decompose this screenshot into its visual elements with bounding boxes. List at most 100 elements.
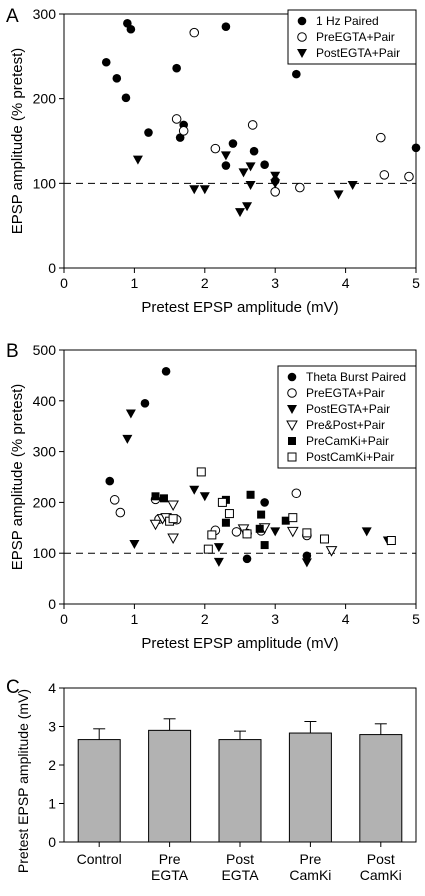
panel-b-point-series-5 <box>159 494 168 503</box>
panel-b: B 0 1 2 3 4 5 0 100 200 300 400 500 Theta Burst Pair… <box>6 341 420 652</box>
panel-b-y-tick-label: 500 <box>33 342 57 358</box>
panel-b-y-axis-label: EPSP amplitude (% pretest) <box>9 384 26 570</box>
panel-b-letter: B <box>6 341 19 362</box>
panel-a-legend-marker <box>297 49 307 58</box>
panel-b-point-series-1 <box>302 551 312 561</box>
panel-b-x-tick-label: 0 <box>60 611 68 627</box>
panel-a-point-series-3 <box>347 181 358 191</box>
panel-b-legend-label: PreCamKi+Pair <box>306 434 389 448</box>
panel-a-letter: A <box>6 6 19 27</box>
panel-a-point-series-1 <box>221 161 231 170</box>
panel-b-y-tick-label: 400 <box>33 393 57 409</box>
panel-b-legend-label: PostEGTA+Pair <box>306 402 390 416</box>
panel-a-point-series-2 <box>189 27 200 38</box>
panel-b-point-series-6 <box>217 497 227 507</box>
panel-b-point-series-6 <box>203 544 213 554</box>
panel-b-point-series-5 <box>281 516 290 525</box>
panel-c-x-tick-label: Post <box>367 851 395 867</box>
panel-c-x-tick-label: Pre <box>300 851 322 867</box>
panel-b-point-series-5 <box>246 490 255 499</box>
panel-a-point-series-2 <box>404 171 414 182</box>
panel-a-plot-frame <box>63 13 417 269</box>
panel-b-legend-marker <box>286 420 298 432</box>
panel-a-point-series-1 <box>144 128 153 137</box>
panel-b-point-series-5 <box>255 524 264 533</box>
panel-b-point-series-1 <box>105 476 115 486</box>
panel-b-y-tick-label: 100 <box>33 545 57 561</box>
panel-c-x-tick-label: EGTA <box>221 867 259 883</box>
panel-b-legend-label: PostCamKi+Pair <box>306 450 394 464</box>
panel-a-point-series-1 <box>228 139 238 148</box>
panel-b-point-series-2 <box>109 495 120 505</box>
panel-a-y-tick-label: 200 <box>33 91 57 107</box>
panel-a-point-series-3 <box>245 181 256 191</box>
panel-b-legend-marker <box>288 437 296 445</box>
panel-b-legend-marker <box>287 452 297 462</box>
panel-a-point-series-3 <box>270 171 281 181</box>
panel-a-point-series-1 <box>260 160 269 170</box>
panel-b-y-tick-label: 300 <box>33 444 57 460</box>
panel-c-bar <box>359 734 403 843</box>
panel-c-letter: C <box>6 677 20 698</box>
panel-b-x-axis-label: Pretest EPSP amplitude (mV) <box>141 635 338 652</box>
panel-b-point-series-3 <box>301 558 312 568</box>
panel-a-point-series-3 <box>189 185 200 195</box>
panel-a-point-series-1 <box>112 74 122 83</box>
panel-c-y-tick-label: 4 <box>48 680 56 696</box>
panel-b-point-series-6 <box>242 529 252 539</box>
panel-b-point-series-3 <box>189 485 200 495</box>
panel-c-x-tick-label: CamKi <box>360 867 402 883</box>
panel-b-point-series-1 <box>140 399 150 408</box>
panel-a-point-series-3 <box>333 190 344 200</box>
panel-a-point-series-1 <box>126 24 136 34</box>
panel-a-legend-label: 1 Hz Paired <box>316 14 379 28</box>
panel-b-point-series-6 <box>386 536 396 545</box>
panel-b-point-series-3 <box>270 527 281 537</box>
panel-a-point-series-2 <box>247 120 258 130</box>
panel-a-point-series-1 <box>411 143 421 153</box>
panel-b-x-tick-label: 5 <box>412 611 420 627</box>
panel-c-bar <box>288 732 332 843</box>
panel-b-point-series-4 <box>237 524 250 535</box>
panel-a-y-tick-label: 0 <box>48 260 56 276</box>
panel-c-y-tick-label: 3 <box>48 719 56 735</box>
panel-c-bar <box>77 739 121 843</box>
panel-a-point-series-3 <box>245 162 256 172</box>
panel-b-legend-marker <box>287 405 297 414</box>
panel-a-point-series-1 <box>292 69 301 79</box>
panel-b-point-series-3 <box>213 557 224 567</box>
panel-a-legend-box <box>287 9 417 65</box>
panel-b-legend-box <box>277 365 417 469</box>
panel-b-point-series-5 <box>260 541 269 550</box>
panel-a-x-axis-label: Pretest EPSP amplitude (mV) <box>141 299 338 316</box>
panel-a-y-tick-label: 300 <box>33 6 57 22</box>
panel-a-y-axis-label: EPSP amplitude (% pretest) <box>9 48 26 234</box>
panel-a-point-series-1 <box>175 133 185 142</box>
panel-b-point-series-3 <box>213 543 224 553</box>
panel-b-point-series-6 <box>207 530 217 540</box>
panel-a-x-tick-label: 4 <box>342 275 350 291</box>
panel-a-point-series-3 <box>235 208 245 218</box>
panel-b-legend-label: Pre&Post+Pair <box>306 418 385 432</box>
panel-c-x-tick-label: Control <box>77 851 122 867</box>
panel-b-point-series-6 <box>168 514 178 524</box>
panel-b-x-tick-label: 3 <box>271 611 279 627</box>
panel-a-point-series-1 <box>172 63 181 73</box>
panel-a-point-series-3 <box>242 202 253 212</box>
panel-b-point-series-2 <box>291 488 302 499</box>
panel-b-legend-marker <box>287 388 297 398</box>
panel-b-point-series-6 <box>288 513 298 523</box>
panel-a-point-series-3 <box>132 155 143 165</box>
panel-a-point-series-2 <box>379 170 390 180</box>
panel-b-point-series-1 <box>242 554 252 564</box>
panel-a-point-series-1 <box>121 93 131 103</box>
panel-b-point-series-4 <box>167 500 179 511</box>
panel-a-point-series-1 <box>101 57 111 67</box>
panel-b-point-series-1 <box>161 367 171 376</box>
panel-a-point-series-3 <box>238 168 249 178</box>
panel-c-y-tick-label: 2 <box>48 757 56 773</box>
panel-b-x-tick-label: 2 <box>201 611 209 627</box>
panel-a-point-series-2 <box>376 132 386 143</box>
